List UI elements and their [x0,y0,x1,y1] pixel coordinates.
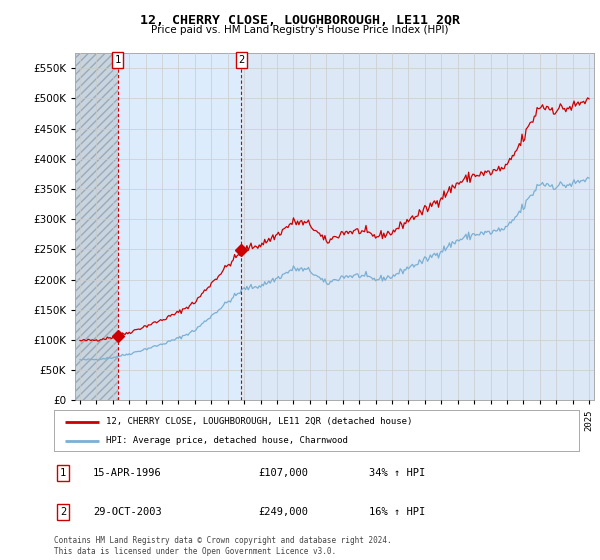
Text: £107,000: £107,000 [258,468,308,478]
Text: 12, CHERRY CLOSE, LOUGHBOROUGH, LE11 2QR (detached house): 12, CHERRY CLOSE, LOUGHBOROUGH, LE11 2QR… [107,417,413,426]
Bar [118,53,241,400]
Text: HPI: Average price, detached house, Charnwood: HPI: Average price, detached house, Char… [107,436,349,445]
Text: 12, CHERRY CLOSE, LOUGHBOROUGH, LE11 2QR: 12, CHERRY CLOSE, LOUGHBOROUGH, LE11 2QR [140,14,460,27]
Text: £249,000: £249,000 [258,507,308,517]
Text: 29-OCT-2003: 29-OCT-2003 [93,507,162,517]
Text: 1: 1 [60,468,66,478]
Text: 1: 1 [115,55,121,65]
Text: 34% ↑ HPI: 34% ↑ HPI [369,468,425,478]
Text: 2: 2 [238,55,245,65]
Text: Price paid vs. HM Land Registry's House Price Index (HPI): Price paid vs. HM Land Registry's House … [151,25,449,35]
Text: 15-APR-1996: 15-APR-1996 [93,468,162,478]
Text: 2: 2 [60,507,66,517]
Bar [75,53,118,400]
Text: 16% ↑ HPI: 16% ↑ HPI [369,507,425,517]
Text: Contains HM Land Registry data © Crown copyright and database right 2024.
This d: Contains HM Land Registry data © Crown c… [54,536,392,556]
